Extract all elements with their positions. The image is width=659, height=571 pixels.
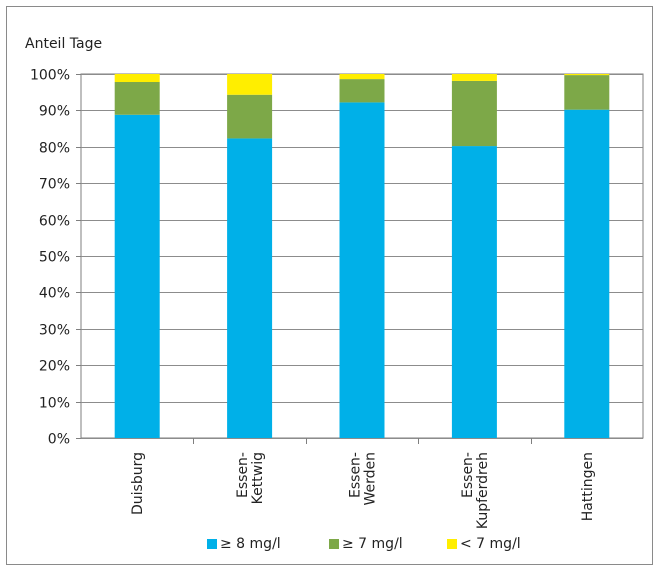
y-tick-label: 10% — [39, 396, 70, 412]
y-axis-title: Anteil Tage — [25, 36, 103, 52]
y-tick-label: 50% — [39, 250, 70, 266]
y-tick-label: 30% — [39, 323, 70, 339]
x-tick-label-group: Essen- Werden — [348, 452, 379, 506]
x-tick-label: Duisburg — [130, 452, 146, 515]
bar-segment — [114, 82, 160, 115]
x-tick-label: Essen- — [348, 452, 364, 498]
x-tick-label: Essen- — [235, 452, 251, 498]
bar-segment — [339, 102, 385, 438]
bar-segment — [114, 114, 160, 438]
legend-label: ≥ 7 mg/l — [342, 536, 403, 552]
bar-segment — [114, 74, 160, 83]
bar-segment — [564, 75, 610, 110]
bar-segment — [451, 146, 497, 438]
bar-segment — [339, 79, 385, 103]
x-tick-label: Kupferdreh — [475, 452, 491, 529]
bar-segment — [451, 80, 497, 147]
x-tick-label: Hattingen — [580, 452, 596, 521]
legend-swatch — [447, 539, 457, 549]
bar-segment — [564, 74, 610, 76]
y-tick-label: 60% — [39, 214, 70, 230]
x-tick-label-group: Hattingen — [580, 452, 596, 521]
x-tick-label-group: Essen- Kupferdreh — [460, 452, 491, 529]
legend-swatch — [329, 539, 339, 549]
chart-frame — [6, 6, 653, 565]
x-tick-label: Kettwig — [250, 452, 266, 504]
y-tick-label: 40% — [39, 286, 70, 302]
chart-legend: ≥ 8 mg/l ≥ 7 mg/l < 7 mg/l — [0, 536, 659, 558]
x-tick-label-group: Essen- Kettwig — [235, 452, 266, 504]
y-tick-label: 80% — [39, 141, 70, 157]
legend-label: ≥ 8 mg/l — [220, 536, 281, 552]
y-tick-label: 0% — [48, 432, 70, 448]
bar-segment — [451, 74, 497, 81]
x-tick-label-group: Duisburg — [130, 452, 146, 515]
legend-label: < 7 mg/l — [460, 536, 521, 552]
y-tick-label: 20% — [39, 359, 70, 375]
x-tick-label: Werden — [363, 452, 379, 506]
y-tick-label: 90% — [39, 104, 70, 120]
bar-segment — [564, 109, 610, 438]
y-tick-label: 100% — [30, 68, 70, 84]
bar-segment — [227, 138, 273, 439]
bar-segment — [227, 74, 273, 95]
bar-segment — [339, 74, 385, 80]
legend-item: ≥ 7 mg/l — [329, 536, 403, 552]
legend-item: ≥ 8 mg/l — [207, 536, 281, 552]
x-tick-label: Essen- — [460, 452, 476, 498]
legend-swatch — [207, 539, 217, 549]
y-tick-label: 70% — [39, 177, 70, 193]
legend-item: < 7 mg/l — [447, 536, 521, 552]
bar-segment — [227, 94, 273, 139]
